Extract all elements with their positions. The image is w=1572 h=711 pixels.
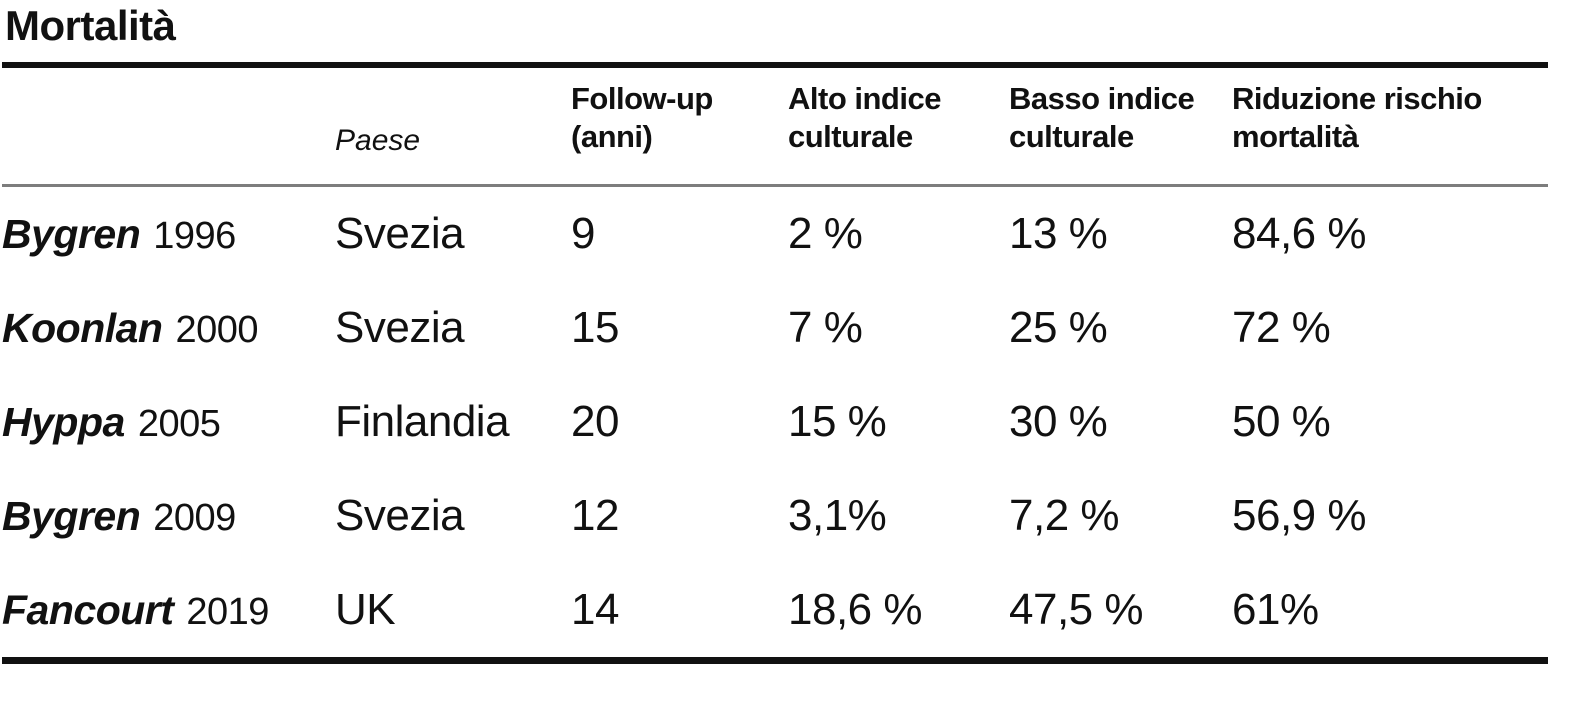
followup-cell: 9: [571, 209, 595, 258]
header-followup-line2: (anni): [571, 119, 653, 154]
header-alto-indice: Alto indice culturale: [788, 80, 1009, 156]
study-cell: Fancourt 2019: [2, 585, 335, 635]
country-cell: Svezia: [335, 209, 465, 258]
study-cell: Bygren 2009: [2, 491, 335, 541]
header-followup: Follow-up (anni): [571, 80, 788, 156]
bottom-rule: [2, 657, 1548, 664]
study-name: Hyppa: [2, 399, 125, 445]
header-riduzione-line2: mortalità: [1232, 119, 1359, 154]
alto-indice-cell: 2 %: [788, 209, 863, 258]
study-cell: Hyppa 2005: [2, 397, 335, 447]
study-year: 2019: [186, 591, 269, 633]
followup-cell: 14: [571, 585, 619, 634]
country-cell: Svezia: [335, 303, 465, 352]
study-year: 2009: [153, 497, 236, 539]
table-row: Bygren 1996 Svezia 9 2 % 13 % 84,6 %: [2, 187, 1548, 281]
top-rule: [2, 62, 1548, 68]
header-riduzione-line1: Riduzione rischio: [1232, 81, 1482, 116]
riduzione-cell: 56,9 %: [1232, 491, 1366, 540]
header-basso-indice: Basso indice culturale: [1009, 80, 1232, 156]
basso-indice-cell: 30 %: [1009, 397, 1108, 446]
header-divider-rule: [2, 184, 1548, 187]
study-year: 2000: [175, 309, 259, 351]
alto-indice-cell: 18,6 %: [788, 585, 922, 634]
study-name: Koonlan: [2, 305, 163, 351]
header-basso-line2: culturale: [1009, 119, 1134, 154]
table-header-row: Paese Follow-up (anni) Alto indice cultu…: [2, 80, 1548, 184]
basso-indice-cell: 7,2 %: [1009, 491, 1120, 540]
alto-indice-cell: 7 %: [788, 303, 863, 352]
followup-cell: 20: [571, 397, 619, 446]
basso-indice-cell: 13 %: [1009, 209, 1108, 258]
study-year: 2005: [137, 403, 221, 445]
study-year: 1996: [153, 215, 236, 257]
study-name: Bygren: [2, 211, 141, 257]
study-name: Bygren: [2, 493, 141, 539]
header-followup-line1: Follow-up: [571, 81, 713, 116]
header-paese: Paese: [335, 124, 421, 157]
study-cell: Koonlan 2000: [2, 303, 335, 353]
riduzione-cell: 50 %: [1232, 397, 1331, 446]
alto-indice-cell: 3,1%: [788, 491, 887, 540]
country-cell: Svezia: [335, 491, 465, 540]
table-body: Bygren 1996 Svezia 9 2 % 13 % 84,6 % Koon…: [2, 187, 1548, 657]
country-cell: UK: [335, 585, 396, 634]
basso-indice-cell: 25 %: [1009, 303, 1108, 352]
riduzione-cell: 61%: [1232, 585, 1319, 634]
page-title: Mortalità: [5, 2, 176, 49]
table-row: Fancourt 2019 UK 14 18,6 % 47,5 % 61%: [2, 563, 1548, 657]
table-row: Hyppa 2005 Finlandia 20 15 % 30 % 50 %: [2, 375, 1548, 469]
riduzione-cell: 72 %: [1232, 303, 1331, 352]
header-alto-line2: culturale: [788, 119, 913, 154]
study-name: Fancourt: [2, 587, 174, 633]
followup-cell: 15: [571, 303, 619, 352]
country-cell: Finlandia: [335, 397, 510, 446]
basso-indice-cell: 47,5 %: [1009, 585, 1143, 634]
followup-cell: 12: [571, 491, 619, 540]
header-alto-line1: Alto indice: [788, 81, 941, 116]
study-cell: Bygren 1996: [2, 209, 335, 259]
header-basso-line1: Basso indice: [1009, 81, 1195, 116]
alto-indice-cell: 15 %: [788, 397, 887, 446]
table-row: Koonlan 2000 Svezia 15 7 % 25 % 72 %: [2, 281, 1548, 375]
table-row: Bygren 2009 Svezia 12 3,1% 7,2 % 56,9 %: [2, 469, 1548, 563]
header-riduzione: Riduzione rischio mortalità: [1232, 80, 1548, 156]
riduzione-cell: 84,6 %: [1232, 209, 1366, 258]
